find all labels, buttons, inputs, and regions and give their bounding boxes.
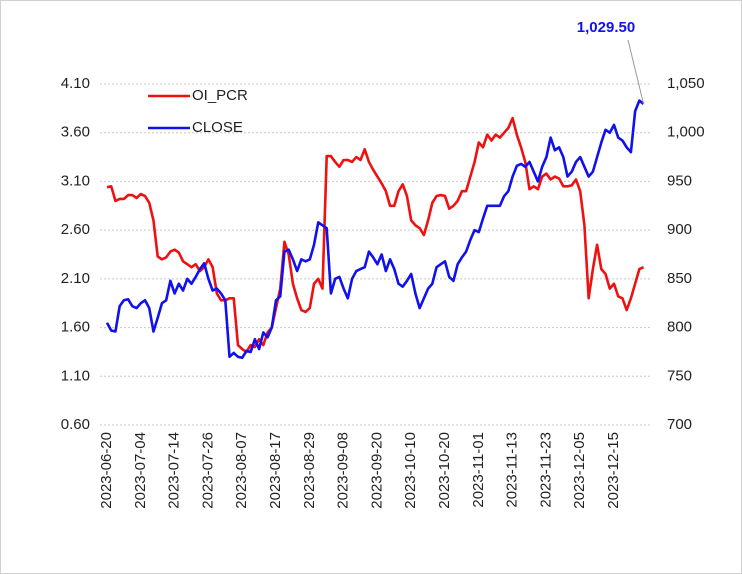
y-tick-label: 2.60 (61, 221, 90, 238)
legend-label: CLOSE (192, 119, 243, 136)
x-tick-label: 2023-12-05 (571, 432, 588, 509)
y-tick-label: 3.60 (61, 124, 90, 141)
x-tick-label: 2023-08-07 (233, 432, 250, 509)
series-line (106, 116, 645, 354)
x-tick-label: 2023-12-15 (605, 432, 622, 509)
y2-tick-label: 950 (667, 172, 692, 189)
x-tick-label: 2023-11-13 (504, 432, 521, 508)
x-tick-label: 2023-06-20 (98, 432, 115, 509)
x-tick-label: 2023-07-14 (166, 432, 183, 509)
y2-tick-label: 1,000 (667, 124, 705, 141)
annotation-label: 1,029.50 (577, 19, 635, 36)
annotation-leader (627, 39, 645, 105)
x-tick-label: 2023-07-26 (199, 432, 216, 509)
y2-tick-label: 900 (667, 221, 692, 238)
x-tick-label: 2023-11-23 (537, 432, 554, 508)
legend-label: OI_PCR (192, 87, 248, 104)
x-tick-label: 2023-09-08 (335, 432, 352, 509)
y-tick-label: 1.10 (61, 367, 90, 384)
y-tick-label: 0.60 (61, 416, 90, 433)
x-tick-label: 2023-08-29 (301, 432, 318, 509)
y2-tick-label: 750 (667, 367, 692, 384)
y2-tick-label: 850 (667, 270, 692, 287)
y2-tick-label: 700 (667, 416, 692, 433)
x-tick-label: 2023-08-17 (267, 432, 284, 509)
x-tick-label: 2023-10-10 (402, 432, 419, 509)
y-tick-label: 2.10 (61, 270, 90, 287)
series-line (105, 99, 645, 360)
y-tick-label: 3.10 (61, 172, 90, 189)
y2-tick-label: 800 (667, 319, 692, 336)
x-tick-label: 2023-11-01 (470, 432, 487, 508)
y-tick-label: 4.10 (61, 75, 90, 92)
y-tick-label: 1.60 (61, 319, 90, 336)
x-tick-label: 2023-09-20 (368, 432, 385, 509)
x-tick-label: 2023-07-04 (132, 432, 149, 509)
x-tick-label: 2023-10-20 (436, 432, 453, 509)
y2-tick-label: 1,050 (667, 75, 705, 92)
